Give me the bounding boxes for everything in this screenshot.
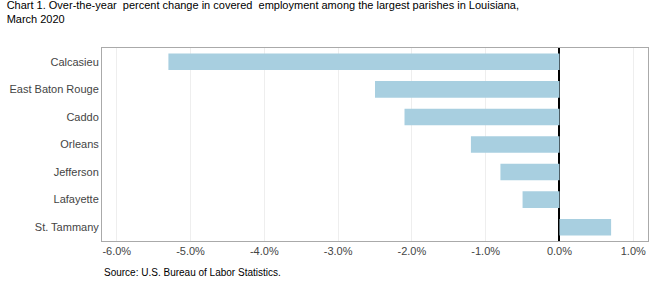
svg-text:St. Tammany: St. Tammany [35,221,99,233]
svg-text:-4.0%: -4.0% [250,245,279,257]
svg-text:Lafayette: Lafayette [54,193,99,205]
svg-text:-1.0%: -1.0% [471,245,500,257]
svg-text:-3.0%: -3.0% [324,245,353,257]
svg-text:-5.0%: -5.0% [176,245,205,257]
svg-text:Source: U.S. Bureau of Labor S: Source: U.S. Bureau of Labor Statistics. [104,267,281,278]
svg-text:Jefferson: Jefferson [54,166,99,178]
svg-text:1.0%: 1.0% [621,245,646,257]
svg-text:Caddo: Caddo [66,111,98,123]
svg-text:-6.0%: -6.0% [102,245,131,257]
svg-text:Orleans: Orleans [60,138,99,150]
svg-text:Chart 1. Over-the-year percen: Chart 1. Over-the-year percent change in… [7,0,519,25]
svg-text:0.0%: 0.0% [547,245,572,257]
svg-text:Calcasieu: Calcasieu [50,56,98,68]
svg-text:East Baton Rouge: East Baton Rouge [10,83,99,95]
svg-text:-2.0%: -2.0% [398,245,427,257]
